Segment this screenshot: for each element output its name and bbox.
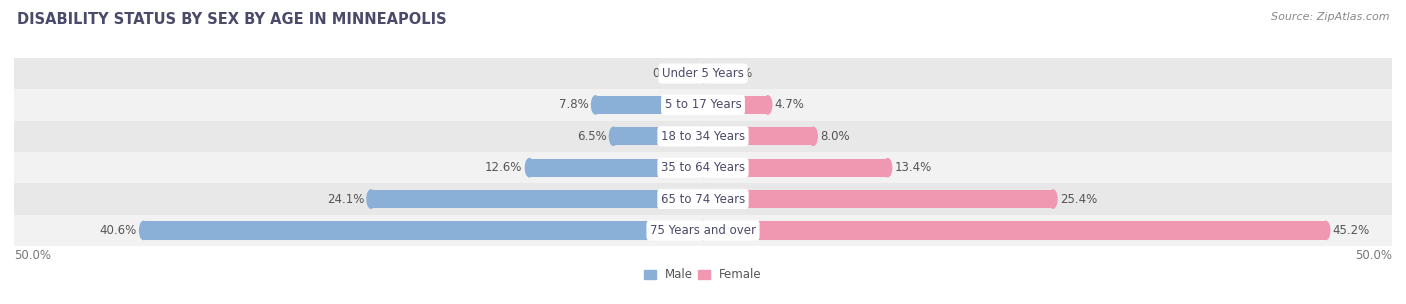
Circle shape [1049, 190, 1057, 208]
Bar [613, 127, 703, 145]
Bar [14, 152, 1392, 183]
Text: DISABILITY STATUS BY SEX BY AGE IN MINNEAPOLIS: DISABILITY STATUS BY SEX BY AGE IN MINNE… [17, 12, 447, 27]
Circle shape [699, 159, 707, 177]
Circle shape [699, 127, 707, 145]
Bar [703, 190, 1053, 208]
Text: 24.1%: 24.1% [326, 192, 364, 206]
Text: 65 to 74 Years: 65 to 74 Years [661, 192, 745, 206]
Bar [14, 183, 1392, 215]
Bar [530, 159, 703, 177]
Text: 75 Years and over: 75 Years and over [650, 224, 756, 237]
Text: 50.0%: 50.0% [1355, 249, 1392, 262]
Circle shape [699, 96, 707, 114]
Bar [703, 96, 768, 114]
Circle shape [699, 64, 707, 83]
Text: 8.0%: 8.0% [820, 130, 849, 143]
Circle shape [367, 190, 375, 208]
Circle shape [699, 221, 707, 240]
Circle shape [609, 127, 617, 145]
Circle shape [699, 96, 707, 114]
Text: 13.4%: 13.4% [894, 161, 932, 174]
Circle shape [699, 190, 707, 208]
Text: 4.7%: 4.7% [775, 98, 804, 112]
Text: 5 to 17 Years: 5 to 17 Years [665, 98, 741, 112]
Text: 0.53%: 0.53% [652, 67, 689, 80]
Text: 25.4%: 25.4% [1060, 192, 1097, 206]
Circle shape [1322, 221, 1330, 240]
Bar [371, 190, 703, 208]
Bar [14, 121, 1392, 152]
Bar [143, 221, 703, 240]
Text: 12.6%: 12.6% [485, 161, 523, 174]
Circle shape [692, 64, 700, 83]
Circle shape [699, 127, 707, 145]
Text: 18 to 34 Years: 18 to 34 Years [661, 130, 745, 143]
Circle shape [699, 190, 707, 208]
Circle shape [526, 159, 533, 177]
Bar [14, 215, 1392, 246]
Circle shape [699, 221, 707, 240]
Circle shape [704, 64, 713, 83]
Circle shape [883, 159, 891, 177]
Text: Source: ZipAtlas.com: Source: ZipAtlas.com [1271, 12, 1389, 22]
Bar [703, 221, 1326, 240]
Bar [703, 127, 813, 145]
Legend: Male, Female: Male, Female [640, 264, 766, 286]
Text: Under 5 Years: Under 5 Years [662, 67, 744, 80]
Circle shape [139, 221, 148, 240]
Text: 0.42%: 0.42% [716, 67, 754, 80]
Circle shape [699, 64, 707, 83]
Bar [703, 159, 887, 177]
Text: 45.2%: 45.2% [1333, 224, 1369, 237]
Circle shape [592, 96, 599, 114]
Bar [596, 96, 703, 114]
Text: 50.0%: 50.0% [14, 249, 51, 262]
Circle shape [763, 96, 772, 114]
Text: 7.8%: 7.8% [560, 98, 589, 112]
Circle shape [699, 159, 707, 177]
Bar [703, 64, 709, 83]
Bar [14, 89, 1392, 121]
Text: 6.5%: 6.5% [576, 130, 606, 143]
Text: 35 to 64 Years: 35 to 64 Years [661, 161, 745, 174]
Circle shape [810, 127, 817, 145]
Text: 40.6%: 40.6% [100, 224, 136, 237]
Bar [696, 64, 703, 83]
Bar [14, 58, 1392, 89]
